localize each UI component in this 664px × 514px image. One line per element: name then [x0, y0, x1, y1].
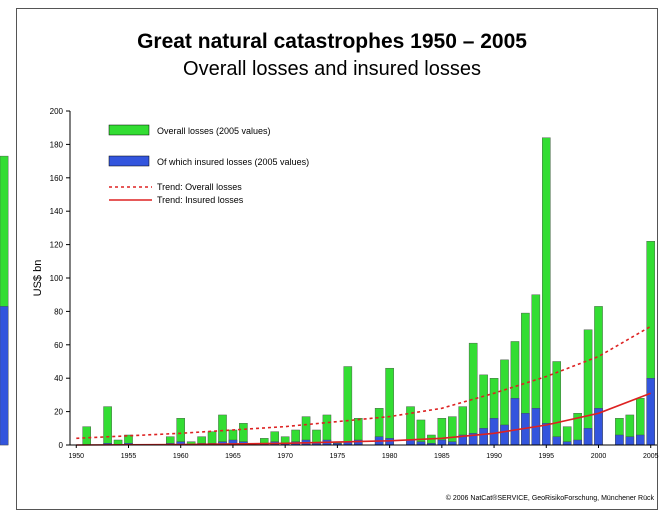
bar-overall-loss: [552, 361, 562, 446]
legend: Overall losses (2005 values) Of which in…: [108, 124, 309, 205]
bar-overall-loss: [343, 366, 353, 446]
bar-insured-loss: [416, 441, 426, 446]
y-tick-label: 160: [50, 174, 64, 183]
x-tick-label: 1990: [486, 453, 502, 460]
bar-overall-loss: [448, 416, 457, 446]
bar-overall-loss: [82, 426, 91, 446]
bar-insured-loss: [489, 418, 499, 446]
bar-insured-loss: [625, 436, 635, 446]
y-tick-label: 40: [54, 374, 63, 383]
y-tick-label: 20: [54, 408, 63, 417]
x-tick-label: 2000: [591, 453, 607, 460]
x-tick-label: 2005: [643, 453, 659, 460]
bar-insured-loss: [636, 434, 645, 446]
chart-subtitle: Overall losses and insured losses: [183, 58, 481, 80]
x-tick-label: 1995: [538, 453, 554, 460]
bar-insured-loss: [542, 423, 551, 446]
legend-swatch-overall: [108, 124, 150, 136]
bar-overall-loss: [416, 419, 426, 446]
bar-insured-loss: [646, 378, 656, 446]
bar-insured-loss: [510, 398, 520, 446]
x-tick-label: 1950: [68, 453, 84, 460]
copyright-credit: © 2006 NatCat®SERVICE, GeoRisikoForschun…: [445, 495, 654, 502]
y-tick-label: 80: [54, 307, 63, 316]
y-tick-label: 100: [50, 274, 64, 283]
bar-overall-loss: [542, 137, 551, 446]
bar-insured-loss: [500, 424, 509, 446]
trend-line-overall: [76, 325, 652, 440]
legend-label-insured: Of which insured losses (2005 values): [157, 157, 309, 167]
y-tick-label: 120: [50, 241, 64, 250]
legend-label-insured-trend: Trend: Insured losses: [157, 195, 244, 205]
x-tick-label: 1975: [330, 453, 346, 460]
bar-overall-loss: [207, 431, 217, 446]
bar-overall-loss: [583, 329, 593, 446]
legend-label-overall: Overall losses (2005 values): [157, 126, 271, 136]
chart-title: Great natural catastrophes 1950 – 2005: [137, 30, 527, 53]
bar-insured-loss: [437, 439, 447, 446]
y-axis-label: US$ bn: [32, 260, 44, 297]
legend-swatch-insured: [108, 155, 150, 167]
bar-insured-loss: [479, 428, 488, 446]
y-tick-label: 200: [50, 107, 64, 116]
bar-insured-loss: [562, 441, 572, 446]
bar-insured-loss: [448, 441, 457, 446]
x-tick-label: 1970: [277, 453, 293, 460]
bar-insured-loss: [406, 439, 415, 446]
x-tick-label: 1960: [173, 453, 189, 460]
bar-insured-loss: [615, 434, 624, 446]
chart-frame: [16, 8, 658, 510]
bar-overall-loss: [103, 406, 112, 446]
x-tick-label: 1965: [225, 453, 241, 460]
y-tick-label: 180: [50, 140, 64, 149]
x-tick-label: 1985: [434, 453, 450, 460]
bar-overall-loss: [468, 342, 478, 446]
y-tick-label: 140: [50, 207, 64, 216]
y-tick-label: 60: [54, 341, 63, 350]
bar-overall-loss: [176, 418, 185, 446]
x-tick-label: 1980: [382, 453, 398, 460]
y-tick-label: 0: [59, 441, 64, 450]
bar-insured-loss: [573, 439, 582, 446]
trend-line-insured: [76, 392, 651, 446]
bar-insured-loss: [0, 306, 9, 446]
legend-label-overall-trend: Trend: Overall losses: [157, 182, 242, 192]
bar-overall-loss: [385, 367, 394, 446]
x-tick-label: 1955: [121, 453, 137, 460]
bar-insured-loss: [583, 428, 593, 446]
bar-insured-loss: [552, 436, 562, 446]
